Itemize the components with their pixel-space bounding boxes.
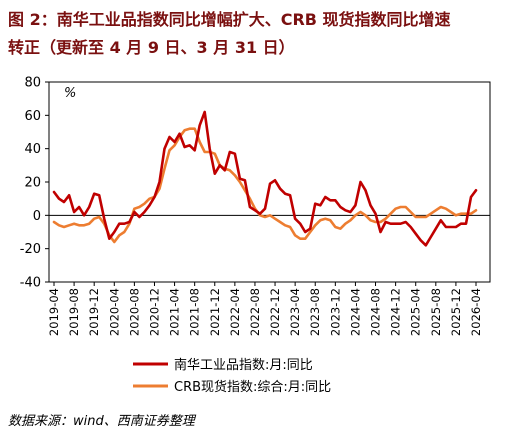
y-tick-label: 60: [24, 109, 41, 124]
y-tick-label: 0: [33, 209, 41, 224]
y-tick-label: 40: [24, 142, 41, 157]
x-tick-label: 2024-04: [348, 288, 362, 336]
x-tick-label: 2022-04: [228, 288, 242, 336]
y-unit-label: %: [64, 86, 76, 101]
x-tick-label: 2025-08: [429, 288, 443, 336]
y-tick-label: -20: [20, 242, 41, 257]
figure-title: 图 2：南华工业品指数同比增幅扩大、CRB 现货指数同比增速 转正（更新至 4 …: [8, 6, 503, 62]
legend-entry: 南华工业品指数:月:同比: [174, 357, 313, 373]
x-tick-label: 2024-08: [369, 288, 383, 336]
x-tick-label: 2019-04: [47, 288, 61, 336]
x-tick-label: 2020-08: [127, 288, 141, 336]
figure-title-line-2: 转正（更新至 4 月 9 日、3 月 31 日）: [8, 38, 295, 57]
chart-legend: 南华工业品指数:月:同比 CRB现货指数:综合:月:同比: [133, 357, 331, 395]
chart-axes: 80 60 40 20 0 -20 -40% 2019-04 2019-08 2019-12 202…: [20, 76, 491, 336]
plot-frame: [48, 81, 491, 283]
figure-title-line-1: 图 2：南华工业品指数同比增幅扩大、CRB 现货指数同比增速: [8, 10, 451, 29]
x-tick-label: 2021-04: [168, 288, 182, 336]
x-tick-label: 2021-08: [188, 288, 202, 336]
x-tick-label: 2020-04: [107, 288, 121, 336]
y-tick-label: -40: [20, 276, 41, 291]
x-tick-label: 2019-12: [87, 288, 101, 336]
chart-series-lines: [52, 110, 478, 247]
x-tick-label: 2022-12: [268, 288, 282, 336]
line-chart: 80 60 40 20 0 -20 -40% 2019-04 2019-08 2019-12 202…: [20, 76, 491, 395]
x-tick-label: 2021-12: [208, 288, 222, 336]
series-line-crb-spot: [52, 127, 478, 244]
x-tick-label: 2023-04: [288, 288, 302, 336]
x-tick-label: 2020-12: [147, 288, 161, 336]
x-tick-label: 2023-08: [308, 288, 322, 336]
x-tick-label: 2023-12: [328, 288, 342, 336]
x-tick-label: 2025-12: [449, 288, 463, 336]
x-tick-label: 2026-04: [469, 288, 483, 336]
x-tick-label: 2024-12: [389, 288, 403, 336]
x-tick-label: 2019-08: [67, 288, 81, 336]
y-tick-label: 80: [24, 76, 41, 91]
legend-entry: CRB现货指数:综合:月:同比: [174, 379, 331, 395]
data-source-note: 数据来源：wind、西南证券整理: [8, 414, 195, 429]
x-tick-label: 2025-04: [409, 288, 423, 336]
y-tick-label: 20: [24, 176, 41, 191]
x-tick-label: 2022-08: [248, 288, 262, 336]
series-line-south-china-industrial: [52, 110, 478, 247]
